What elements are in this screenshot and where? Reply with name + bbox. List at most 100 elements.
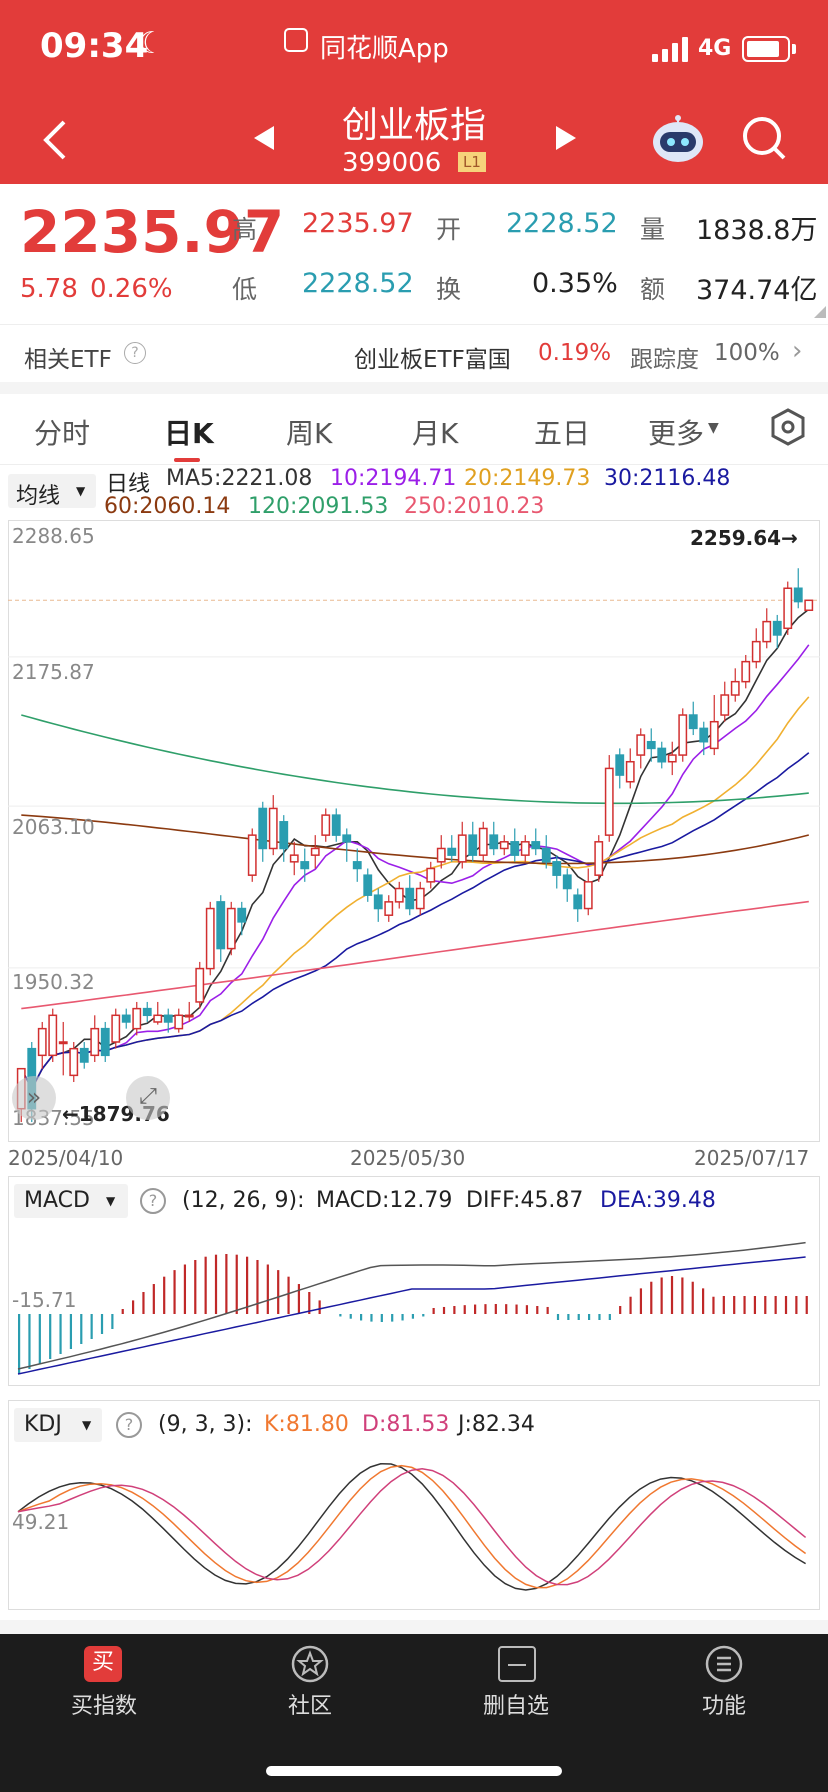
macd-bar — [442, 1306, 446, 1314]
nav-functions[interactable]: 功能 — [701, 1694, 746, 1719]
tab-intraday[interactable]: 分时 — [34, 417, 91, 450]
macd-bar — [18, 1314, 21, 1374]
signal-icon — [652, 36, 692, 62]
macd-bar — [764, 1296, 767, 1314]
candle-body — [37, 1027, 47, 1057]
macd-bar — [163, 1276, 166, 1314]
macd-bar — [308, 1292, 311, 1314]
candle-body — [783, 587, 793, 630]
buy-icon[interactable]: 买 — [84, 1646, 122, 1682]
nav-community[interactable]: 社区 — [287, 1694, 332, 1719]
low-value: 2228.52 — [302, 268, 414, 299]
macd-bar — [588, 1314, 591, 1320]
ma60-line — [21, 814, 809, 865]
kdj-params: (9, 3, 3): — [158, 1412, 253, 1437]
tab-monthly-k[interactable]: 月K — [412, 417, 459, 450]
macd-bar — [287, 1276, 290, 1314]
settings-hex-icon[interactable] — [770, 408, 806, 446]
remove-watchlist-icon[interactable] — [498, 1646, 536, 1682]
diff-line — [17, 1241, 806, 1370]
status-time: 09:34 — [40, 26, 149, 66]
candle-body — [457, 834, 467, 863]
macd-bar — [432, 1308, 435, 1314]
candle-body — [321, 814, 331, 836]
volume-label: 量 — [640, 215, 666, 244]
macd-bar — [681, 1277, 684, 1314]
macd-bar — [49, 1314, 52, 1359]
nav-remove-watchlist[interactable]: 删自选 — [482, 1694, 549, 1719]
macd-selector[interactable]: MACD ▼ — [14, 1184, 128, 1218]
kline-panel[interactable] — [8, 520, 820, 1142]
macd-bar — [121, 1309, 124, 1314]
etf-row[interactable]: 相关ETF ? 创业板ETF富国 0.19% 跟踪度 100% › — [0, 326, 828, 382]
candle-body — [121, 1014, 131, 1023]
kline-chart[interactable] — [8, 520, 820, 1142]
candle-body — [142, 1007, 152, 1017]
tab-five-day[interactable]: 五日 — [534, 417, 591, 450]
candle-body — [541, 847, 551, 863]
back-icon[interactable] — [40, 118, 70, 162]
candle-body — [678, 714, 688, 756]
level-badge: L1 — [458, 152, 486, 172]
macd-bar — [142, 1292, 145, 1314]
ma-selector[interactable]: 均线 ▼ — [8, 474, 96, 509]
robot-assistant-icon[interactable] — [650, 112, 706, 164]
next-stock-icon[interactable] — [554, 124, 578, 152]
macd-bar — [795, 1296, 798, 1314]
turnover-label: 换 — [436, 275, 462, 304]
turnover-value: 0.35% — [532, 268, 618, 299]
candle-body — [153, 1014, 163, 1023]
prev-stock-icon[interactable] — [252, 124, 276, 152]
candle-body — [373, 894, 383, 910]
collapse-button[interactable]: » — [12, 1076, 56, 1120]
nav-buy-index[interactable]: 买指数 — [70, 1694, 137, 1719]
kdj-panel[interactable] — [8, 1400, 820, 1610]
last-price: 2235.97 — [20, 198, 285, 266]
candle-body — [300, 861, 310, 870]
tab-weekly-k[interactable]: 周K — [286, 417, 333, 450]
macd-bar — [422, 1314, 425, 1317]
help-icon[interactable]: ? — [124, 342, 146, 364]
macd-bar — [702, 1288, 705, 1314]
candle-body — [604, 767, 614, 836]
fullscreen-button[interactable]: ⤢ — [126, 1076, 170, 1120]
macd-value: MACD:12.79 — [316, 1188, 453, 1213]
candle-body — [741, 660, 751, 683]
candle-body — [531, 841, 541, 850]
help-icon[interactable]: ? — [140, 1188, 166, 1214]
tab-more[interactable]: 更多 — [648, 417, 705, 450]
candle-body — [216, 901, 226, 950]
caret-down-icon: ▼ — [76, 484, 86, 498]
ma-selector-label: 均线 — [16, 484, 61, 509]
menu-icon[interactable] — [704, 1644, 744, 1684]
y-tick: 2175.87 — [12, 660, 95, 684]
macd-bar — [474, 1304, 477, 1314]
macd-chart[interactable] — [8, 1224, 820, 1386]
search-icon[interactable] — [740, 114, 788, 162]
candle-body — [772, 620, 782, 636]
macd-bar — [722, 1296, 725, 1314]
kdj-selector-label: KDJ — [24, 1412, 62, 1437]
candle-body — [510, 841, 520, 856]
macd-panel[interactable] — [8, 1176, 820, 1386]
help-icon[interactable]: ? — [116, 1412, 142, 1438]
k-value: K:81.80 — [264, 1412, 349, 1437]
caret-down-icon: ▼ — [708, 420, 719, 436]
ma60-value: 60:2060.14 — [104, 494, 231, 519]
expand-corner-icon[interactable] — [814, 306, 826, 318]
amount-value: 374.74亿 — [696, 275, 818, 306]
candle-body — [237, 907, 247, 923]
community-icon[interactable] — [290, 1644, 330, 1684]
candle-body — [111, 1014, 121, 1043]
kdj-selector[interactable]: KDJ ▼ — [14, 1408, 102, 1442]
macd-bar — [277, 1270, 280, 1314]
kdj-chart[interactable] — [8, 1448, 820, 1610]
header-bar: 09:34 ☾ 同花顺App 4G 创业板指 399006 L1 — [0, 0, 828, 184]
max-price-label: 2259.64→ — [690, 526, 798, 550]
candle-body — [468, 834, 478, 856]
macd-bar — [515, 1304, 518, 1314]
moon-icon: ☾ — [138, 26, 165, 61]
macd-bar — [100, 1314, 104, 1334]
tab-daily-k[interactable]: 日K — [164, 417, 214, 450]
candle-body — [667, 754, 677, 763]
